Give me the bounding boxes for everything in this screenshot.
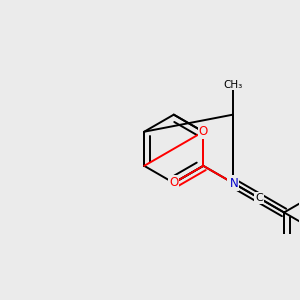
Text: CH₃: CH₃ bbox=[223, 80, 242, 90]
Text: N: N bbox=[230, 177, 238, 190]
Text: O: O bbox=[199, 125, 208, 138]
Text: O: O bbox=[228, 176, 238, 189]
Text: C: C bbox=[255, 193, 263, 203]
Text: O: O bbox=[169, 176, 178, 189]
